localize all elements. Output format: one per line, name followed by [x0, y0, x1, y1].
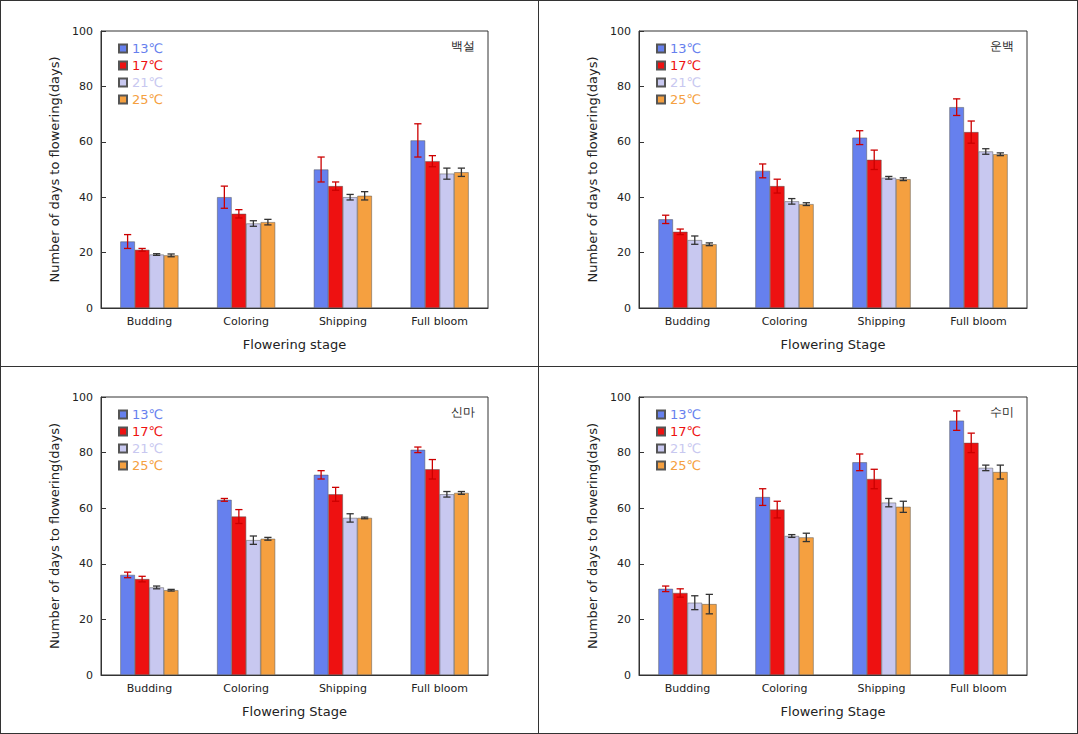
- svg-text:60: 60: [79, 502, 93, 515]
- svg-text:40: 40: [79, 191, 93, 204]
- svg-text:Flowering stage: Flowering stage: [243, 337, 346, 352]
- svg-text:Full bloom: Full bloom: [950, 315, 1007, 328]
- svg-text:Budding: Budding: [127, 682, 173, 695]
- svg-text:Coloring: Coloring: [223, 682, 269, 695]
- svg-text:13℃: 13℃: [670, 407, 701, 422]
- svg-text:Full bloom: Full bloom: [411, 315, 468, 328]
- svg-text:Flowering Stage: Flowering Stage: [781, 337, 886, 352]
- svg-text:25℃: 25℃: [670, 92, 701, 107]
- svg-text:40: 40: [617, 191, 631, 204]
- svg-text:13℃: 13℃: [132, 41, 163, 56]
- svg-text:60: 60: [79, 135, 93, 148]
- svg-text:25℃: 25℃: [670, 458, 701, 473]
- svg-text:0: 0: [86, 302, 93, 315]
- svg-text:21℃: 21℃: [132, 441, 163, 456]
- svg-text:Full bloom: Full bloom: [950, 682, 1007, 695]
- svg-text:100: 100: [72, 391, 93, 404]
- svg-text:100: 100: [610, 391, 631, 404]
- svg-text:17℃: 17℃: [132, 58, 163, 73]
- svg-text:40: 40: [79, 557, 93, 570]
- svg-text:Number of days to flowering(da: Number of days to flowering(days): [47, 56, 62, 282]
- svg-text:80: 80: [617, 446, 631, 459]
- svg-text:20: 20: [79, 613, 93, 626]
- svg-text:0: 0: [624, 302, 631, 315]
- svg-text:Budding: Budding: [665, 315, 711, 328]
- svg-text:40: 40: [617, 557, 631, 570]
- svg-text:80: 80: [617, 80, 631, 93]
- svg-text:0: 0: [624, 669, 631, 682]
- svg-text:21℃: 21℃: [670, 75, 701, 90]
- svg-text:Coloring: Coloring: [762, 315, 808, 328]
- svg-text:신마: 신마: [451, 405, 475, 419]
- svg-text:운백: 운백: [990, 39, 1014, 53]
- svg-text:Number of days to flowering(da: Number of days to flowering(days): [585, 423, 600, 649]
- svg-text:Flowering Stage: Flowering Stage: [242, 704, 347, 719]
- svg-text:100: 100: [610, 25, 631, 38]
- svg-text:Flowering Stage: Flowering Stage: [781, 704, 886, 719]
- svg-text:13℃: 13℃: [670, 41, 701, 56]
- svg-text:Budding: Budding: [665, 682, 711, 695]
- svg-text:Number of days to flowering(da: Number of days to flowering(days): [585, 56, 600, 282]
- svg-text:Shipping: Shipping: [319, 682, 367, 695]
- svg-text:Shipping: Shipping: [319, 315, 367, 328]
- svg-text:Coloring: Coloring: [223, 315, 269, 328]
- svg-text:13℃: 13℃: [132, 407, 163, 422]
- svg-text:80: 80: [79, 446, 93, 459]
- svg-text:Coloring: Coloring: [762, 682, 808, 695]
- svg-text:60: 60: [617, 135, 631, 148]
- svg-text:20: 20: [617, 613, 631, 626]
- svg-text:백설: 백설: [451, 39, 475, 53]
- svg-text:Shipping: Shipping: [858, 315, 906, 328]
- svg-text:21℃: 21℃: [670, 441, 701, 456]
- svg-text:80: 80: [79, 80, 93, 93]
- svg-text:Number of days to flowering(da: Number of days to flowering(days): [47, 423, 62, 649]
- svg-text:17℃: 17℃: [670, 424, 701, 439]
- svg-text:20: 20: [617, 246, 631, 259]
- svg-text:17℃: 17℃: [132, 424, 163, 439]
- svg-text:60: 60: [617, 502, 631, 515]
- svg-text:Shipping: Shipping: [858, 682, 906, 695]
- svg-text:0: 0: [86, 669, 93, 682]
- svg-text:20: 20: [79, 246, 93, 259]
- svg-text:25℃: 25℃: [132, 458, 163, 473]
- svg-text:수미: 수미: [990, 405, 1014, 419]
- svg-text:17℃: 17℃: [670, 58, 701, 73]
- svg-text:100: 100: [72, 25, 93, 38]
- svg-text:Full bloom: Full bloom: [411, 682, 468, 695]
- svg-text:25℃: 25℃: [132, 92, 163, 107]
- svg-text:Budding: Budding: [127, 315, 173, 328]
- svg-text:21℃: 21℃: [132, 75, 163, 90]
